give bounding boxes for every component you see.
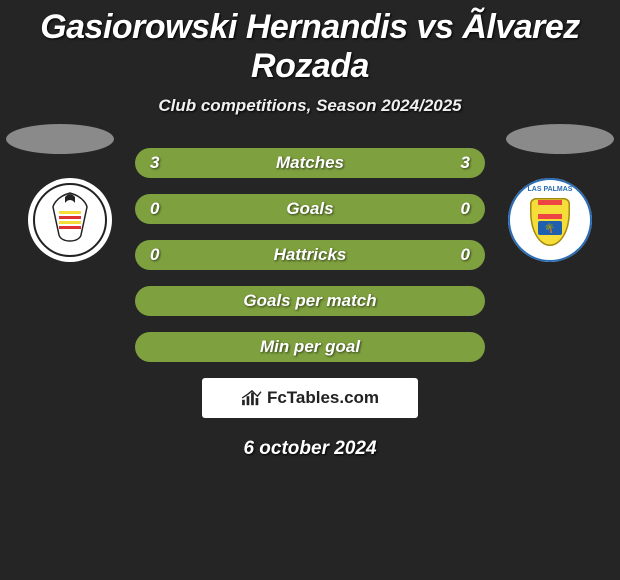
stat-value-right: 0 bbox=[461, 245, 470, 265]
stat-row: 0Hattricks0 bbox=[135, 240, 485, 270]
comparison-card: Gasiorowski Hernandis vs Ãlvarez Rozada … bbox=[0, 0, 620, 580]
stat-pill: Min per goal bbox=[135, 332, 485, 362]
stat-label: Min per goal bbox=[135, 337, 485, 357]
stat-row: 0Goals0 bbox=[135, 194, 485, 224]
stat-value-right: 3 bbox=[461, 153, 470, 173]
stat-label: Goals bbox=[135, 199, 485, 219]
stat-label: Matches bbox=[135, 153, 485, 173]
date-label: 6 october 2024 bbox=[0, 438, 620, 460]
stat-pill: 3Matches3 bbox=[135, 148, 485, 178]
stats-rows: 3Matches30Goals00Hattricks0Goals per mat… bbox=[0, 148, 620, 362]
page-title: Gasiorowski Hernandis vs Ãlvarez Rozada bbox=[0, 0, 620, 86]
stat-label: Hattricks bbox=[135, 245, 485, 265]
stat-row: Goals per match bbox=[135, 286, 485, 316]
stat-value-right: 0 bbox=[461, 199, 470, 219]
stat-row: 3Matches3 bbox=[135, 148, 485, 178]
bar-chart-icon bbox=[241, 389, 263, 407]
stat-pill: 0Goals0 bbox=[135, 194, 485, 224]
stat-row: Min per goal bbox=[135, 332, 485, 362]
stat-pill: 0Hattricks0 bbox=[135, 240, 485, 270]
fctables-label: FcTables.com bbox=[267, 388, 379, 408]
stat-label: Goals per match bbox=[135, 291, 485, 311]
subtitle: Club competitions, Season 2024/2025 bbox=[0, 96, 620, 116]
stat-pill: Goals per match bbox=[135, 286, 485, 316]
fctables-watermark: FcTables.com bbox=[202, 378, 418, 418]
